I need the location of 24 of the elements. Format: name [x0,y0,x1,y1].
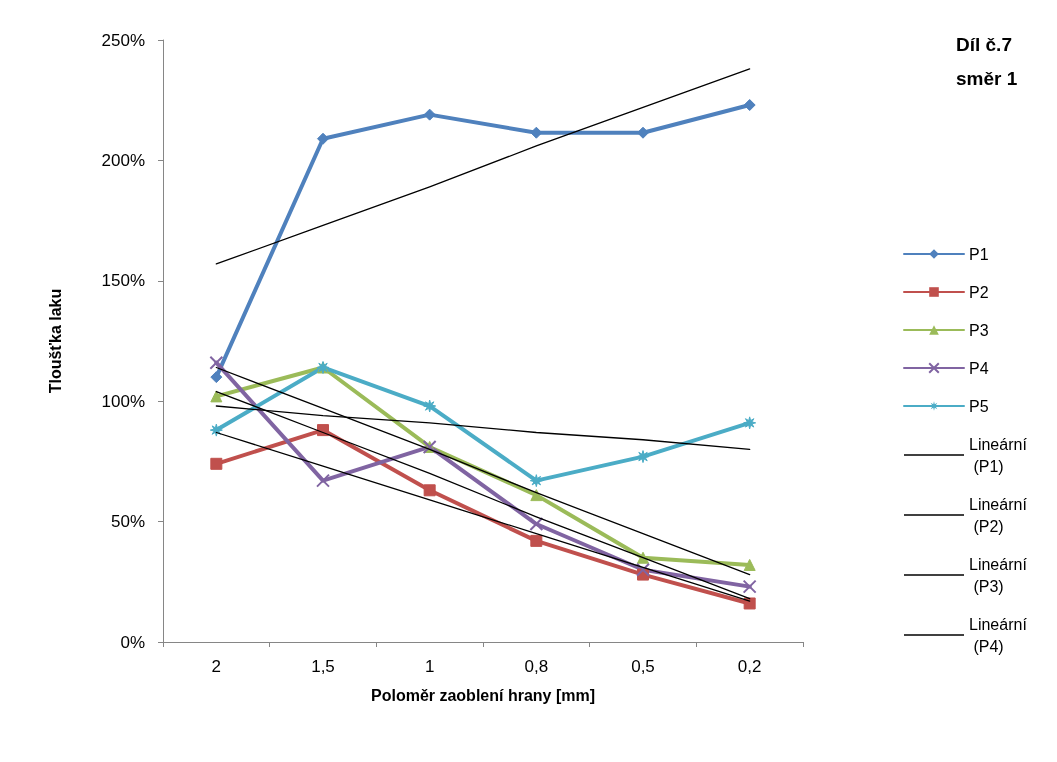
y-tick-label: 0% [120,632,145,652]
x-tick-label: 0,8 [524,657,549,676]
legend-label: Lineární (P2) [969,495,1028,535]
text: Díl č.7 směr 1 [956,33,1018,89]
legend-label: P2 [969,283,989,301]
x-tick-label: 2 [211,657,222,676]
legend-label: P5 [969,397,989,415]
legend-label: Lineární (P1) [969,435,1028,475]
x-tick-label: 1 [424,657,435,676]
legend-label: P3 [969,321,989,339]
legend-label: P4 [969,359,989,377]
x-axis-title: Poloměr zaoblení hrany [mm] [370,686,596,704]
legend-label: P1 [969,245,989,263]
y-tick-label: 50% [110,512,145,532]
y-tick-label: 250% [101,30,145,50]
x-tick-label: 0,5 [631,657,655,676]
x-tick-label: 1,5 [311,657,335,676]
legend-label: Lineární (P4) [969,615,1028,655]
legend-label: Lineární (P3) [969,555,1028,595]
y-tick-label: 200% [101,150,145,170]
y-axis-title: Tloušťka laku [46,288,64,394]
x-tick-label: 0,2 [737,657,762,676]
y-tick-label: 100% [101,391,145,411]
y-tick-label: 150% [101,271,145,291]
